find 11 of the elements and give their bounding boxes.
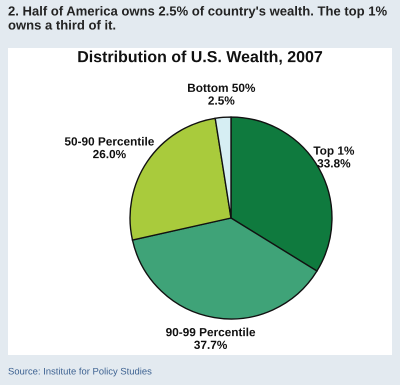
data-label: 33.8% bbox=[317, 159, 350, 168]
data-label: 26.0% bbox=[93, 150, 126, 158]
chart-title: Distribution of U.S. Wealth, 2007 bbox=[78, 50, 322, 65]
slice-label: 90-99 Percentile bbox=[166, 328, 256, 336]
slice-label: 50-90 Percentile bbox=[64, 136, 154, 146]
slice-label: Bottom 50% bbox=[188, 84, 256, 92]
data-label: 37.7% bbox=[194, 340, 228, 350]
source-note: Source: Institute for Policy Studies bbox=[8, 368, 152, 376]
slice-label: Top 1% bbox=[313, 146, 354, 158]
data-label: 2.5% bbox=[208, 96, 234, 105]
chart-subtitle: 2. Half of America owns 2.5% of country's wealth. The top 1% owns a third of it. bbox=[8, 6, 387, 30]
